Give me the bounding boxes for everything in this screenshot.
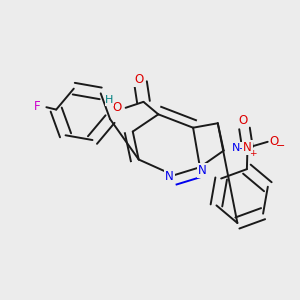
Text: O: O <box>238 115 247 128</box>
Text: H: H <box>105 95 113 105</box>
Text: N-H: N-H <box>232 142 253 153</box>
Text: O: O <box>134 74 144 86</box>
Text: O: O <box>270 135 279 148</box>
Text: N: N <box>198 164 207 177</box>
Text: O: O <box>113 101 122 114</box>
Text: +: + <box>249 149 256 158</box>
Text: N: N <box>243 141 252 154</box>
Text: −: − <box>275 141 285 151</box>
Text: F: F <box>34 100 40 113</box>
Text: N: N <box>165 170 174 183</box>
